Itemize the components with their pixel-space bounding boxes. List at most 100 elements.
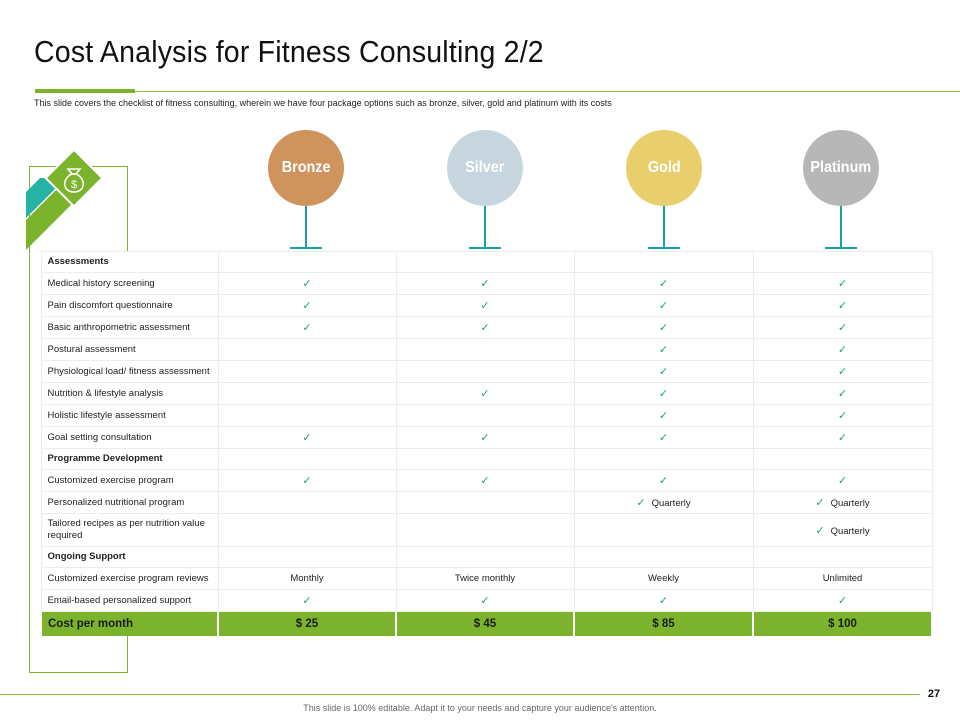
package-name: Platinum (810, 159, 872, 176)
package-stem-base (825, 247, 857, 249)
package-circle: Platinum (803, 130, 879, 206)
section-label: Programme Development (40, 448, 219, 470)
cell-platinum: ✓ (752, 272, 933, 295)
cost-gold: $ 85 (573, 611, 754, 636)
cost-row: Cost per month $ 25 $ 45 $ 85 $ 100 (40, 611, 933, 636)
cell-silver (395, 360, 575, 383)
checkmark-icon: ✓ (480, 388, 490, 400)
package-name: Bronze (281, 159, 331, 176)
package-gold: Gold (626, 130, 702, 252)
cell-gold: ✓ (573, 589, 754, 612)
section-label: Assessments (40, 251, 219, 273)
feature-label: Customized exercise program (40, 469, 219, 492)
slide-title: Cost Analysis for Fitness Consulting 2/2 (34, 34, 544, 69)
cell-bronze (217, 360, 397, 383)
checkmark-icon: ✓ (658, 410, 669, 422)
checkmark-icon: ✓ (837, 388, 848, 400)
footer-note: This slide is 100% editable. Adapt it to… (303, 703, 657, 713)
checkmark-icon: ✓ (302, 432, 312, 444)
cost-bronze: $ 25 (217, 611, 397, 636)
package-name: Silver (465, 159, 505, 176)
cell-gold (573, 546, 754, 568)
package-stem-base (648, 247, 680, 249)
cell-bronze: Monthly (217, 567, 397, 590)
checkmark-icon: ✓ (302, 475, 312, 487)
checkmark-icon: ✓ (837, 595, 848, 607)
checkmark-icon: ✓ (837, 475, 848, 487)
cell-silver: ✓ (395, 469, 575, 492)
checkmark-icon: ✓ (658, 388, 669, 400)
cell-gold: ✓ (573, 294, 754, 317)
package-stem (305, 206, 307, 248)
table-row: Postural assessment ✓ ✓ (40, 338, 933, 361)
cell-text: Twice monthly (454, 573, 516, 584)
cell-bronze (217, 491, 397, 514)
cell-silver: ✓ (395, 294, 575, 317)
cell-gold: ✓ (573, 404, 754, 427)
checkmark-icon: ✓ (837, 300, 848, 312)
cell-platinum: ✓ (752, 294, 933, 317)
table-row: Nutrition & lifestyle analysis ✓ ✓ ✓ (40, 382, 933, 405)
table-row: Customized exercise program reviews Month… (40, 567, 933, 590)
checkmark-icon: ✓ (815, 524, 825, 537)
package-stem-base (290, 247, 322, 249)
table-row: Holistic lifestyle assessment ✓ ✓ (40, 404, 933, 427)
cost-label: Cost per month (40, 611, 219, 636)
cell-silver (395, 546, 575, 568)
cell-gold: ✓ (573, 426, 754, 449)
cell-platinum: ✓ (752, 469, 933, 492)
cell-bronze (217, 513, 397, 547)
feature-label: Holistic lifestyle assessment (40, 404, 219, 427)
cell-platinum: ✓ (752, 589, 933, 612)
cell-silver (395, 513, 575, 547)
table-row: Pain discomfort questionnaire ✓ ✓ ✓ ✓ (40, 294, 933, 317)
cell-platinum: ✓ Quarterly (752, 513, 933, 547)
checkmark-icon: ✓ (658, 432, 669, 444)
cell-platinum (752, 251, 933, 273)
cell-platinum: Unlimited (752, 567, 933, 590)
checkmark-icon: ✓ (302, 278, 312, 290)
cell-bronze (217, 338, 397, 361)
cell-platinum (752, 546, 933, 568)
feature-label: Personalized nutritional program (40, 491, 219, 514)
cell-bronze: ✓ (217, 469, 397, 492)
checkmark-icon: ✓ (302, 300, 312, 312)
package-circle: Gold (626, 130, 702, 206)
feature-label: Postural assessment (40, 338, 219, 361)
cell-platinum: ✓ Quarterly (752, 491, 933, 514)
feature-label: Customized exercise program reviews (40, 567, 219, 590)
checkmark-icon: ✓ (658, 366, 669, 378)
cell-bronze: ✓ (217, 589, 397, 612)
cell-platinum: ✓ (752, 382, 933, 405)
feature-label: Physiological load/ fitness assessment (40, 360, 219, 383)
cell-platinum: ✓ (752, 316, 933, 339)
cell-gold (573, 251, 754, 273)
table-row: Physiological load/ fitness assessment ✓ ✓ (40, 360, 933, 383)
cell-platinum: ✓ (752, 360, 933, 383)
cell-gold: ✓ (573, 338, 754, 361)
cell-bronze (217, 448, 397, 470)
money-bag-badge: $ (26, 150, 104, 250)
cell-gold: ✓ (573, 360, 754, 383)
checkmark-icon: ✓ (658, 322, 669, 334)
cell-text: Quarterly (651, 498, 691, 509)
package-name: Gold (647, 159, 681, 176)
section-row: Assessments (40, 251, 933, 273)
cell-platinum (752, 448, 933, 470)
checkmark-icon: ✓ (480, 432, 490, 444)
checkmark-icon: ✓ (658, 475, 669, 487)
table-row: Tailored recipes as per nutrition value … (40, 513, 933, 547)
checkmark-icon: ✓ (837, 432, 848, 444)
feature-label: Nutrition & lifestyle analysis (40, 382, 219, 405)
checkmark-icon: ✓ (302, 322, 312, 334)
checkmark-icon: ✓ (658, 278, 669, 290)
cell-silver: ✓ (395, 272, 575, 295)
package-circle: Silver (447, 130, 523, 206)
feature-label: Goal setting consultation (40, 426, 219, 449)
feature-label: Basic anthropometric assessment (40, 316, 219, 339)
package-stem (840, 206, 842, 248)
cell-gold (573, 448, 754, 470)
page-number: 27 (927, 688, 941, 700)
footer-divider (0, 694, 920, 695)
checkmark-icon: ✓ (837, 344, 848, 356)
